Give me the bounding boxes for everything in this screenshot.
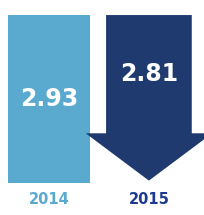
Text: 2.93: 2.93 xyxy=(20,87,78,111)
Bar xyxy=(8,15,90,183)
Polygon shape xyxy=(86,15,204,181)
Text: 2015: 2015 xyxy=(129,192,169,207)
Text: 2.81: 2.81 xyxy=(120,62,178,86)
Text: 2014: 2014 xyxy=(29,192,69,207)
